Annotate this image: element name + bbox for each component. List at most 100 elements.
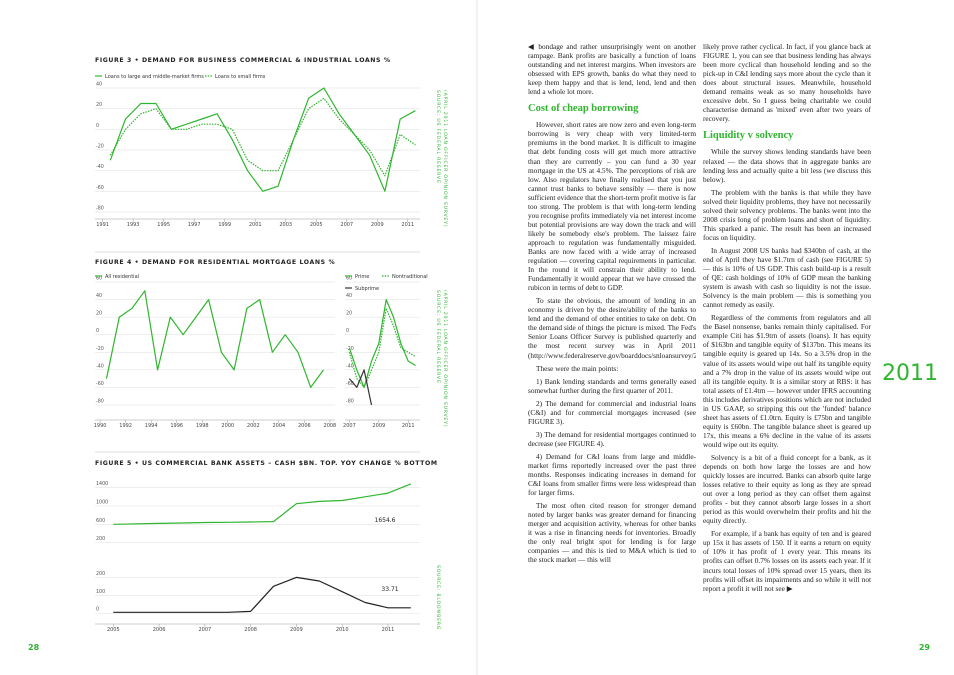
paragraph: To state the obvious, the amount of lend… (528, 296, 696, 360)
paragraph: 4) Demand for C&I loans from large and m… (528, 451, 696, 498)
x-tick-label: 2008 (324, 423, 337, 429)
legend-label: Subprime (355, 286, 379, 292)
y-tick-label: 1000 (96, 499, 108, 505)
y-tick-label: 20 (96, 102, 102, 108)
series-line (348, 369, 373, 406)
y-tick-label: 60 (346, 276, 352, 282)
x-tick-label: 1998 (196, 423, 209, 429)
legend-label: Nontraditional (392, 274, 428, 280)
page-number: 28 (28, 643, 40, 652)
legend-label: Loans to large and middle-market firms (105, 74, 204, 80)
x-tick-label: 2007 (340, 222, 353, 228)
x-tick-label: 2008 (244, 627, 257, 633)
y-tick-label: -40 (346, 363, 354, 369)
y-tick-label: 60 (96, 276, 102, 282)
figure-title: FIGURE 4 • DEMAND FOR RESIDENTIAL MORTGA… (95, 259, 335, 266)
legend-label: Loans to small firms (215, 74, 266, 80)
y-tick-label: 20 (346, 311, 352, 317)
x-tick-label: 2009 (290, 627, 303, 633)
x-tick-label: 2002 (247, 423, 260, 429)
figure-title: FIGURE 3 • DEMAND FOR BUSINESS COMMERCIA… (95, 57, 391, 64)
paragraph: These were the main points: (536, 363, 619, 373)
y-tick-label: 1400 (96, 481, 108, 487)
y-tick-label: 40 (346, 293, 352, 299)
y-tick-label: -40 (96, 164, 104, 170)
page-number: 29 (919, 643, 931, 652)
source-note: SOURCE: US FEDERAL RESERVE (435, 290, 441, 384)
x-tick-label: 2011 (402, 423, 415, 429)
y-tick-label: -20 (96, 144, 104, 150)
series-line (348, 299, 416, 388)
x-tick-label: 2009 (371, 222, 384, 228)
x-tick-label: 2005 (107, 627, 120, 633)
y-tick-label: -80 (346, 399, 354, 405)
x-tick-label: 1995 (157, 222, 170, 228)
x-tick-label: 2007 (198, 627, 211, 633)
source-note: SOURCE: BLOOMBERG (435, 565, 441, 630)
x-tick-label: 2009 (372, 423, 385, 429)
y-tick-label: 0 (96, 328, 99, 334)
paragraph: 1) Bank lending standards and terms gene… (528, 376, 696, 395)
paragraph: The problem with the banks is that while… (703, 187, 871, 242)
y-tick-label: -60 (96, 381, 104, 387)
source-note: (APRIL 2011 LOAN OFFICER OPINION SURVEY) (442, 290, 448, 427)
y-tick-label: -20 (96, 346, 104, 352)
annotation: 1654.6 (375, 517, 396, 524)
legend-label: Prime (355, 274, 369, 280)
x-tick-label: 2011 (401, 222, 414, 228)
section-heading: Cost of cheap borrowing (528, 103, 639, 115)
y-tick-label: -40 (96, 363, 104, 369)
x-tick-label: 1999 (218, 222, 231, 228)
y-tick-label: 600 (96, 518, 105, 524)
y-tick-label: -80 (96, 206, 104, 212)
paragraph: Regardless of the comments from regulato… (703, 313, 871, 449)
x-tick-label: 2006 (298, 423, 311, 429)
figure-title: FIGURE 5 • US COMMERCIAL BANK ASSETS – C… (95, 460, 438, 467)
series-line (105, 290, 324, 388)
y-tick-label: 40 (96, 82, 102, 88)
y-tick-label: 200 (96, 536, 105, 542)
x-tick-label: 2000 (221, 423, 234, 429)
y-tick-label: 0 (96, 123, 99, 129)
annotation: 33.71 (381, 586, 398, 593)
x-tick-label: 2007 (343, 423, 356, 429)
section-heading: Liquidity v solvency (703, 130, 794, 142)
x-tick-label: 2004 (272, 423, 285, 429)
y-tick-label: 100 (96, 589, 105, 595)
paragraph: While the survey shows lending standards… (703, 147, 871, 184)
x-tick-label: 2005 (310, 222, 323, 228)
x-tick-label: 1993 (127, 222, 140, 228)
x-tick-label: 2011 (382, 627, 395, 633)
x-tick-label: 1994 (145, 423, 158, 429)
series-line (113, 483, 412, 525)
x-tick-label: 2006 (153, 627, 166, 633)
x-tick-label: 1997 (188, 222, 201, 228)
paragraph: In August 2008 US banks had $340bn of ca… (703, 245, 871, 310)
y-tick-label: 0 (96, 607, 99, 613)
legend-label: All residential (105, 274, 139, 280)
year-tab: 2011 (882, 361, 938, 386)
y-tick-label: 20 (96, 311, 102, 317)
paragraph: ◀ bondage and rather unsurprisingly went… (528, 42, 696, 97)
x-tick-label: 1992 (119, 423, 132, 429)
paragraph: likely prove rather cyclical. In fact, i… (703, 42, 871, 124)
x-tick-label: 2010 (336, 627, 349, 633)
x-tick-label: 2001 (249, 222, 262, 228)
paragraph: 3) The demand for residential mortgages … (528, 429, 696, 448)
y-tick-label: 0 (346, 328, 349, 334)
paragraph: However, short rates are now zero and ev… (528, 120, 696, 293)
paragraph: Solvency is a bit of a fluid concept for… (703, 452, 871, 526)
source-note: SOURCE: US FEDERAL RESERVE (435, 90, 441, 184)
source-note: (APRIL 2011 LOAN OFFICER OPINION SURVEY) (442, 90, 448, 227)
x-tick-label: 2003 (279, 222, 292, 228)
series-line (348, 307, 416, 388)
y-tick-label: -60 (346, 381, 354, 387)
x-tick-label: 1991 (96, 222, 109, 228)
text-column: ◀ bondage and rather unsurprisingly went… (528, 42, 696, 622)
x-tick-label: 1996 (170, 423, 183, 429)
y-tick-label: -80 (96, 399, 104, 405)
x-tick-label: 1990 (94, 423, 107, 429)
series-line (109, 87, 416, 192)
